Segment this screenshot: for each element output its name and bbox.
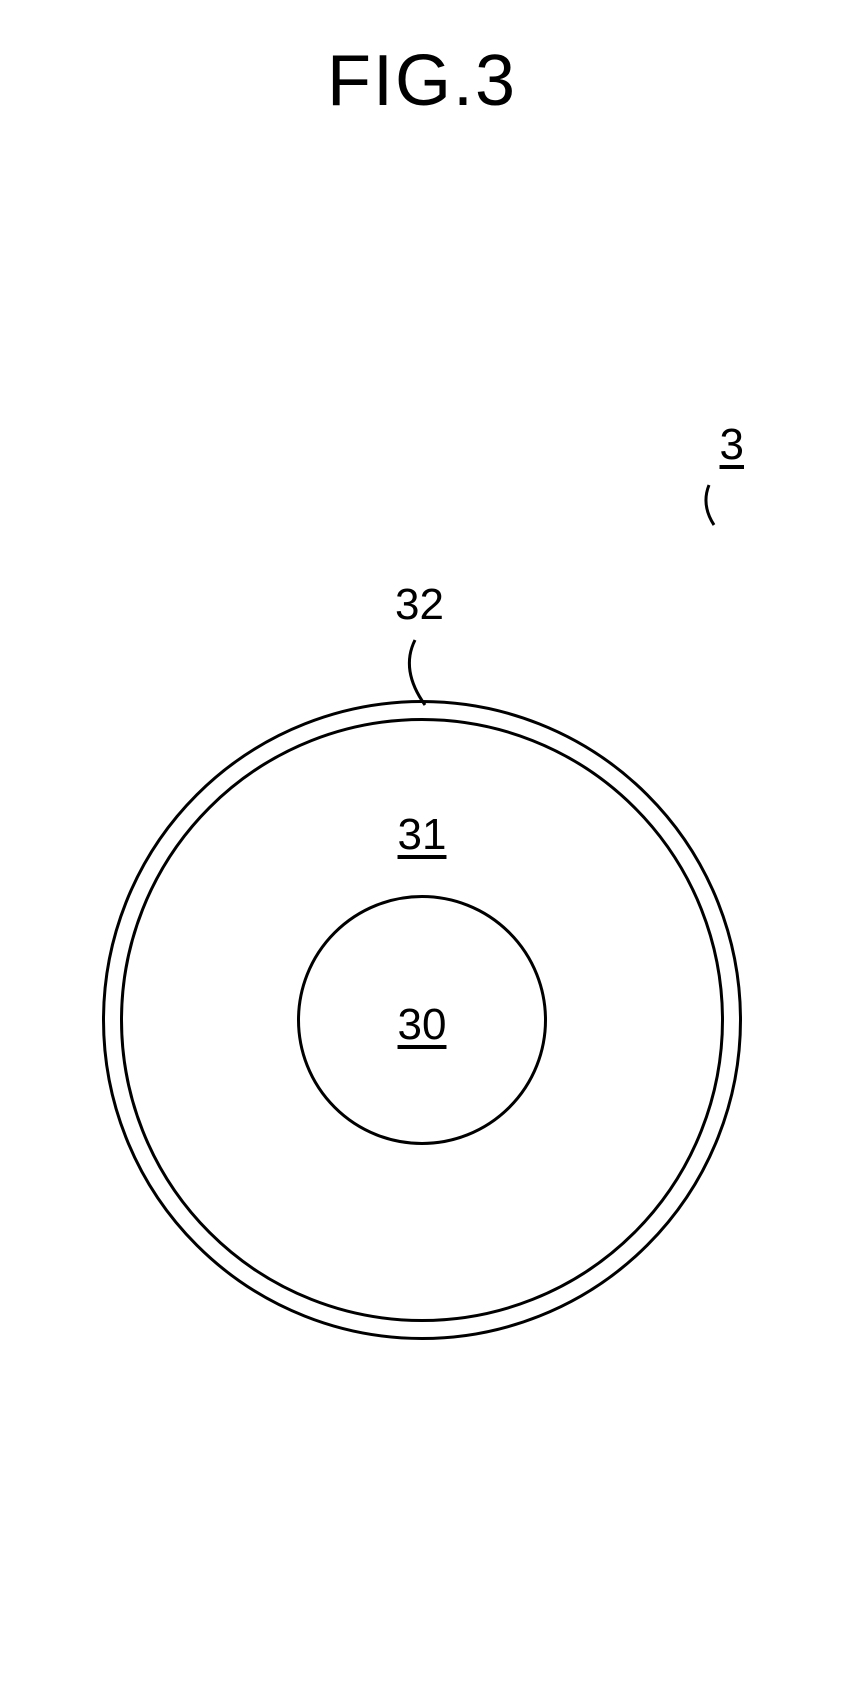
label-middle-region: 31 bbox=[398, 810, 447, 860]
label-inner-region: 30 bbox=[398, 1000, 447, 1050]
leader-line-3 bbox=[694, 480, 724, 530]
reference-assembly: 3 bbox=[720, 420, 744, 470]
concentric-circles-diagram: 31 30 bbox=[102, 700, 742, 1340]
figure-title: FIG.3 bbox=[327, 40, 517, 122]
reference-outer-ring: 32 bbox=[395, 580, 444, 630]
leader-line-32 bbox=[395, 635, 435, 710]
